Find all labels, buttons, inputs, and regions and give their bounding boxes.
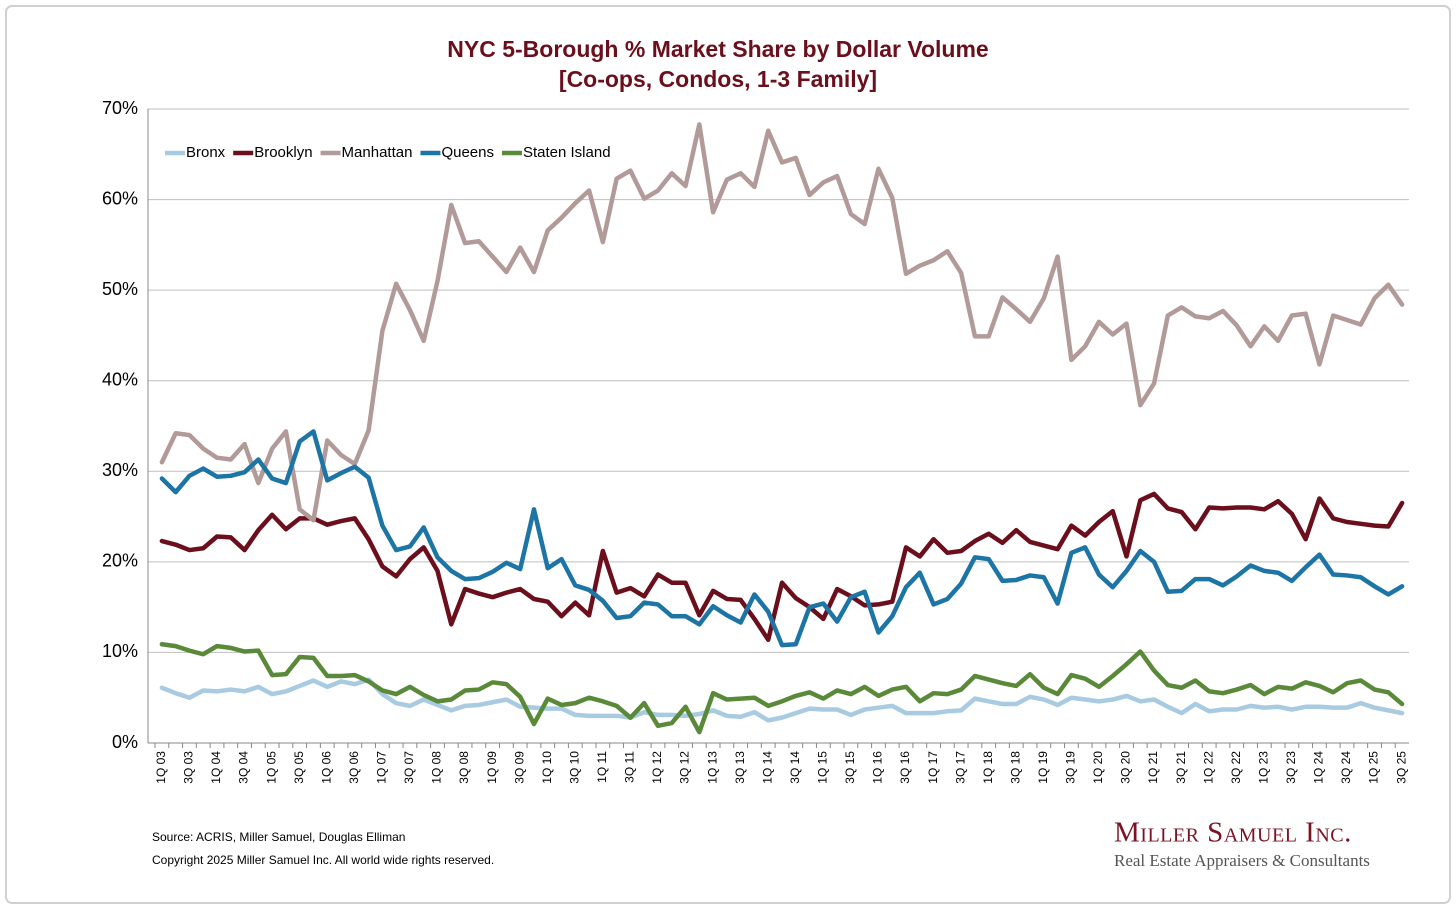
x-tick-label: 1Q 14 bbox=[760, 751, 774, 784]
x-tick-label: 3Q 07 bbox=[402, 751, 416, 784]
x-tick-label: 3Q 10 bbox=[567, 751, 581, 784]
y-tick-label: 0% bbox=[112, 732, 138, 752]
brand-name: Miller Samuel Inc. bbox=[1114, 817, 1352, 849]
x-tick-label: 3Q 21 bbox=[1174, 751, 1188, 784]
x-tick-label: 1Q 03 bbox=[154, 751, 168, 784]
x-tick-label: 1Q 21 bbox=[1146, 751, 1160, 784]
y-tick-label: 70% bbox=[102, 98, 138, 118]
x-tick-label: 3Q 25 bbox=[1394, 751, 1408, 784]
x-tick-label: 1Q 22 bbox=[1201, 751, 1215, 784]
y-tick-label: 20% bbox=[102, 551, 138, 571]
y-tick-label: 50% bbox=[102, 279, 138, 299]
x-tick-label: 3Q 23 bbox=[1284, 751, 1298, 784]
y-tick-label: 10% bbox=[102, 641, 138, 661]
x-tick-label: 1Q 05 bbox=[264, 751, 278, 784]
x-tick-label: 3Q 22 bbox=[1229, 751, 1243, 784]
copyright-note: Copyright 2025 Miller Samuel Inc. All wo… bbox=[152, 853, 494, 867]
chart-title: NYC 5-Borough % Market Share by Dollar V… bbox=[447, 36, 988, 62]
x-tick-label: 3Q 09 bbox=[512, 751, 526, 784]
x-tick-label: 1Q 18 bbox=[981, 751, 995, 784]
x-tick-label: 1Q 24 bbox=[1312, 751, 1326, 784]
x-tick-label: 1Q 16 bbox=[871, 751, 885, 784]
y-tick-label: 60% bbox=[102, 188, 138, 208]
series-line bbox=[159, 429, 1405, 648]
x-tick-label: 3Q 05 bbox=[292, 751, 306, 784]
x-tick-label: 1Q 25 bbox=[1367, 751, 1381, 784]
x-tick-label: 1Q 10 bbox=[540, 751, 554, 784]
legend-label: Queens bbox=[441, 144, 494, 161]
x-tick-label: 3Q 13 bbox=[733, 751, 747, 784]
brand-tagline: Real Estate Appraisers & Consultants bbox=[1114, 851, 1370, 870]
y-tick-label: 40% bbox=[102, 369, 138, 389]
x-tick-label: 3Q 11 bbox=[623, 751, 637, 783]
series-line bbox=[159, 642, 1405, 735]
x-tick-label: 1Q 04 bbox=[209, 751, 223, 784]
legend-label: Brooklyn bbox=[254, 144, 312, 161]
x-tick-label: 3Q 15 bbox=[843, 751, 857, 784]
legend-label: Bronx bbox=[186, 144, 226, 161]
legend-label: Staten Island bbox=[523, 144, 611, 161]
x-tick-label: 1Q 09 bbox=[485, 751, 499, 784]
source-note: Source: ACRIS, Miller Samuel, Douglas El… bbox=[152, 830, 405, 844]
y-tick-label: 30% bbox=[102, 460, 138, 480]
x-tick-label: 3Q 08 bbox=[457, 751, 471, 784]
x-tick-label: 3Q 24 bbox=[1339, 751, 1353, 784]
x-tick-label: 1Q 20 bbox=[1091, 751, 1105, 784]
chart-subtitle: [Co-ops, Condos, 1-3 Family] bbox=[559, 66, 877, 92]
x-tick-label: 3Q 18 bbox=[1008, 751, 1022, 784]
x-tick-label: 3Q 16 bbox=[898, 751, 912, 784]
x-tick-label: 3Q 06 bbox=[347, 751, 361, 784]
x-tick-label: 1Q 19 bbox=[1036, 751, 1050, 784]
x-tick-label: 3Q 19 bbox=[1064, 751, 1078, 784]
x-tick-label: 3Q 12 bbox=[678, 751, 692, 784]
x-tick-label: 1Q 23 bbox=[1256, 751, 1270, 784]
x-tick-label: 1Q 15 bbox=[816, 751, 830, 784]
x-tick-label: 1Q 13 bbox=[705, 751, 719, 784]
x-tick-label: 1Q 12 bbox=[650, 751, 664, 784]
x-tick-label: 1Q 06 bbox=[319, 751, 333, 784]
series-line bbox=[159, 491, 1405, 642]
x-tick-label: 3Q 03 bbox=[182, 751, 196, 784]
x-tick-label: 3Q 04 bbox=[237, 751, 251, 784]
legend-label: Manhattan bbox=[342, 144, 413, 161]
x-tick-label: 1Q 17 bbox=[926, 751, 940, 784]
x-tick-label: 1Q 08 bbox=[430, 751, 444, 784]
x-tick-label: 3Q 17 bbox=[953, 751, 967, 784]
x-tick-label: 3Q 14 bbox=[788, 751, 802, 784]
x-tick-label: 1Q 11 bbox=[595, 751, 609, 783]
x-tick-label: 3Q 20 bbox=[1119, 751, 1133, 784]
x-tick-label: 1Q 07 bbox=[375, 751, 389, 784]
series-line bbox=[159, 122, 1405, 523]
